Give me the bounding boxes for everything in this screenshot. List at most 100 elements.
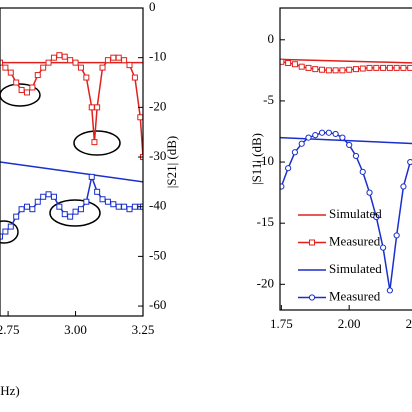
marker [83, 74, 90, 81]
marker [393, 232, 400, 239]
marker [121, 203, 128, 210]
marker [104, 198, 111, 205]
y-tick-label: -60 [149, 297, 166, 312]
marker [45, 59, 52, 66]
marker [77, 206, 84, 213]
marker [339, 134, 346, 141]
marker [56, 203, 63, 210]
marker [61, 211, 68, 218]
marker [7, 69, 14, 76]
y-tick-label: -40 [149, 198, 166, 213]
marker [318, 129, 326, 136]
marker [83, 198, 90, 205]
marker [72, 208, 79, 215]
marker [312, 132, 319, 139]
marker [291, 149, 299, 156]
marker [13, 79, 20, 86]
marker [352, 152, 360, 160]
marker [7, 223, 14, 230]
y-tick-label: -20 [257, 275, 274, 290]
marker [115, 203, 122, 210]
marker [88, 104, 95, 111]
marker [18, 86, 25, 93]
marker [94, 188, 101, 195]
marker [61, 53, 68, 60]
marker [137, 114, 143, 121]
marker [366, 64, 373, 71]
annotation-ellipse [0, 220, 19, 244]
marker [56, 52, 63, 59]
marker [18, 206, 25, 213]
marker [373, 64, 380, 71]
y-tick-label: -30 [149, 148, 166, 163]
marker [0, 59, 3, 66]
marker [407, 64, 412, 71]
annotation-ellipse [49, 199, 101, 227]
x-tick-label: 1.75 [270, 316, 293, 331]
series-line [280, 136, 412, 145]
marker [359, 65, 366, 72]
plot [280, 58, 412, 294]
marker [366, 189, 373, 196]
marker [67, 213, 74, 220]
series-line [280, 58, 412, 64]
marker [319, 66, 326, 73]
marker [373, 213, 380, 221]
marker [325, 67, 332, 74]
marker [45, 191, 52, 198]
marker [332, 130, 339, 138]
legend-marker [308, 294, 316, 301]
marker [298, 63, 305, 70]
plot [0, 52, 143, 240]
annotations [0, 83, 121, 244]
legend-marker [309, 239, 315, 246]
marker [99, 196, 106, 203]
marker [325, 129, 332, 136]
legend-label: Simulated [329, 206, 382, 221]
marker [285, 165, 292, 172]
marker [339, 67, 346, 74]
marker [88, 173, 95, 180]
y-tick-label: 0 [268, 31, 275, 46]
plot-frame [0, 7, 144, 317]
x-tick-label: 2.75 [0, 322, 19, 337]
marker [332, 67, 339, 74]
marker [77, 64, 84, 71]
y-tick-label: -10 [149, 49, 166, 64]
marker [131, 74, 138, 81]
marker [91, 139, 98, 146]
marker [104, 57, 111, 64]
marker [23, 203, 30, 210]
marker [386, 64, 393, 71]
marker [291, 61, 298, 68]
marker [50, 54, 57, 61]
marker [29, 84, 36, 91]
x-tick-label: 3.00 [64, 322, 87, 337]
marker [280, 58, 285, 65]
marker [359, 168, 366, 175]
x-tick-label: 2.25 [406, 316, 412, 331]
y-tick-label: -5 [263, 92, 274, 107]
legend-label: Measured [329, 233, 381, 248]
marker [400, 183, 407, 190]
series-line [0, 161, 143, 183]
marker [400, 64, 407, 71]
marker [379, 244, 387, 251]
marker [386, 287, 393, 294]
marker [131, 203, 138, 210]
marker [72, 59, 79, 66]
marker [34, 72, 41, 79]
marker [0, 233, 3, 240]
marker [29, 206, 36, 213]
marker [23, 89, 30, 96]
y-tick-label: -20 [149, 98, 166, 113]
y-axis-label: |S21| (dB) [164, 136, 179, 189]
marker [312, 66, 319, 73]
marker [94, 104, 101, 111]
marker [305, 64, 312, 71]
x-tick-label: 2.00 [338, 316, 361, 331]
y-tick-label: 0 [149, 0, 156, 14]
marker [393, 64, 400, 71]
x-axis-label: Hz) [0, 383, 20, 398]
